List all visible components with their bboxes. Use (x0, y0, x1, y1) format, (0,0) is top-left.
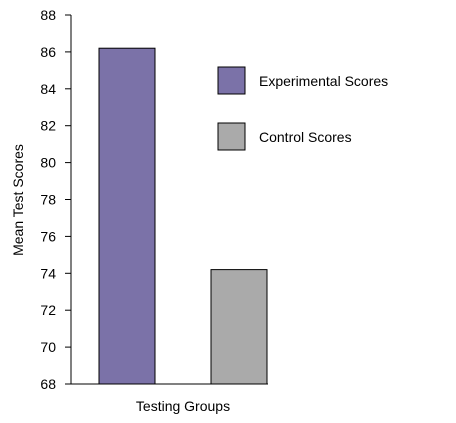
y-tick-label: 86 (40, 44, 56, 60)
y-tick-label: 72 (40, 302, 56, 318)
legend-label-experimental: Experimental Scores (259, 73, 388, 89)
y-tick-label: 82 (40, 118, 56, 134)
y-axis-title: Mean Test Scores (10, 144, 26, 256)
y-axis-ticks: 68 70 72 74 76 78 80 82 84 86 88 (40, 7, 71, 392)
bars-group (98, 47, 268, 385)
y-tick-label: 80 (40, 155, 56, 171)
y-tick-label: 70 (40, 339, 56, 355)
y-tick-label: 74 (40, 265, 56, 281)
legend-swatch-experimental (217, 66, 246, 95)
y-tick-label: 76 (40, 228, 56, 244)
legend-label-control: Control Scores (259, 129, 352, 145)
bar-experimental (98, 47, 156, 385)
legend: Experimental Scores Control Scores (217, 66, 388, 151)
y-tick-label: 78 (40, 192, 56, 208)
y-tick-label: 88 (40, 7, 56, 23)
y-tick-label: 68 (40, 376, 56, 392)
y-tick-label: 84 (40, 81, 56, 97)
legend-swatch-control (217, 122, 246, 151)
bar-control (210, 269, 268, 385)
x-axis-title: Testing Groups (136, 398, 230, 414)
